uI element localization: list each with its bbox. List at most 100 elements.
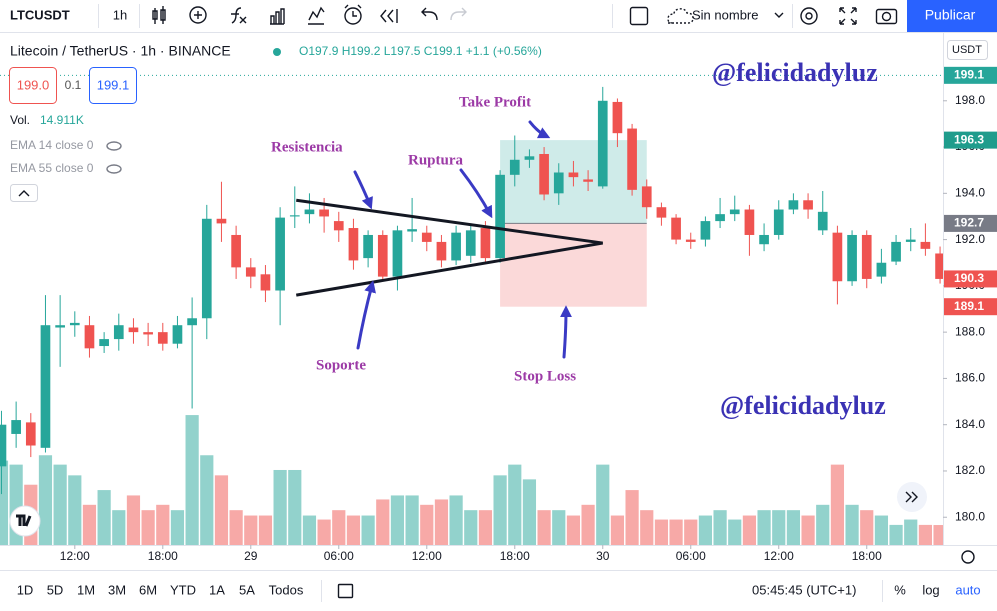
replay-icon[interactable] xyxy=(380,9,398,23)
currency-button[interactable] xyxy=(947,40,988,60)
volume-bar xyxy=(816,504,830,545)
range-button[interactable]: YTD xyxy=(170,582,196,597)
price-tag-label: 199.1 xyxy=(954,68,984,82)
volume-bar xyxy=(420,504,434,545)
sell-button[interactable] xyxy=(9,67,57,104)
candle-body xyxy=(539,153,549,195)
range-button[interactable]: 1A xyxy=(209,582,225,597)
trend-line xyxy=(295,241,604,297)
candle-body xyxy=(333,221,344,231)
indicator-icon[interactable] xyxy=(189,6,207,24)
resistance-label: Resistencia xyxy=(271,139,343,155)
range-button[interactable]: 5D xyxy=(47,582,64,597)
alert-icon[interactable] xyxy=(344,7,362,25)
publish-button[interactable] xyxy=(907,0,997,32)
interval[interactable]: 1h xyxy=(113,7,127,22)
candle-body xyxy=(861,234,872,279)
price-tag-label: 192.7 xyxy=(954,216,984,230)
volume-bar xyxy=(317,519,331,545)
buy-button[interactable] xyxy=(89,67,137,104)
price-tag xyxy=(944,214,997,232)
volume-bar xyxy=(361,515,375,545)
publish-label[interactable]: Publicar xyxy=(925,7,976,23)
auto-toggle[interactable]: auto xyxy=(955,582,980,597)
trendline-layer xyxy=(0,74,943,297)
volume-bar xyxy=(376,499,390,545)
stop-loss-zone xyxy=(500,223,647,307)
candle-body xyxy=(245,267,256,277)
top-toolbar: LTCUSDT 1h Sin nombre Publicar xyxy=(0,0,997,33)
log-toggle[interactable]: log xyxy=(922,582,939,597)
volume-bar xyxy=(112,510,126,545)
templates-icon[interactable] xyxy=(308,6,325,25)
percent-toggle[interactable]: % xyxy=(894,582,906,597)
symbol[interactable]: LTCUSDT xyxy=(10,7,70,22)
volume-name: Vol. xyxy=(10,113,30,127)
range-button[interactable]: 3M xyxy=(108,582,126,597)
candle-body xyxy=(524,156,535,160)
volume-bar xyxy=(904,519,918,545)
x-tick-label: 29 xyxy=(244,549,258,563)
volume-bar xyxy=(478,510,493,545)
hide-icon[interactable] xyxy=(106,141,122,151)
y-tick-label: 184.0 xyxy=(955,417,985,431)
range-button[interactable]: 6M xyxy=(139,582,157,597)
candle-body xyxy=(157,332,168,344)
range-button[interactable]: 5A xyxy=(239,582,255,597)
redo-icon[interactable] xyxy=(450,7,467,21)
lens xyxy=(881,11,892,22)
candle-body xyxy=(143,332,153,335)
date-range-icon[interactable] xyxy=(337,583,354,599)
volume-bar xyxy=(0,460,9,545)
volume-bar xyxy=(332,510,346,545)
volume-bar xyxy=(845,504,859,545)
clock[interactable]: 05:45:45 (UTC+1) xyxy=(752,582,856,597)
currency[interactable]: USDT xyxy=(952,44,982,56)
snapshot-icon[interactable] xyxy=(875,8,898,25)
ask[interactable]: 199.1 xyxy=(97,77,130,92)
candle-body xyxy=(597,100,608,187)
collapse-button[interactable] xyxy=(10,184,38,202)
dropdown-icon[interactable] xyxy=(774,12,784,18)
chart-type-icon[interactable] xyxy=(152,6,166,24)
volume-bar xyxy=(449,495,463,545)
compare-icon[interactable] xyxy=(270,8,285,25)
volume-bar xyxy=(258,515,273,545)
volume-bar xyxy=(772,510,786,545)
scroll-button[interactable] xyxy=(897,482,927,512)
volume-bar xyxy=(214,475,229,545)
volume-bar xyxy=(552,510,566,545)
volume-bar xyxy=(713,510,727,545)
volume-bar xyxy=(918,524,933,545)
bid[interactable]: 199.0 xyxy=(17,77,50,92)
volume-bar xyxy=(786,510,801,545)
x-tick-label: 12:00 xyxy=(60,549,90,563)
fx-icon[interactable] xyxy=(231,7,247,24)
candle-body xyxy=(201,218,212,319)
layout-name[interactable]: Sin nombre xyxy=(692,7,758,22)
candle-body xyxy=(128,327,139,333)
y-tick-label: 180.0 xyxy=(955,509,985,523)
fullscreen-icon[interactable] xyxy=(839,7,857,25)
annotations: Take Profit Resistencia Ruptura Soporte … xyxy=(271,58,886,420)
volume-bar xyxy=(200,455,214,545)
logo-mark xyxy=(16,514,32,527)
candle-body xyxy=(583,179,593,182)
alert-hands xyxy=(344,4,362,17)
hide-icon[interactable] xyxy=(106,164,122,174)
candle-body xyxy=(421,232,432,242)
range-button[interactable]: 1M xyxy=(77,582,95,597)
settings-icon[interactable] xyxy=(961,550,975,564)
undo-icon[interactable] xyxy=(421,7,438,21)
settings-icon[interactable] xyxy=(800,7,818,25)
plus xyxy=(194,11,202,19)
range-button[interactable]: 1D xyxy=(17,582,34,597)
candle-body xyxy=(0,424,7,467)
volume-bar xyxy=(464,510,478,545)
volume-bar xyxy=(537,510,551,545)
range-button[interactable]: Todos xyxy=(269,582,304,597)
volume-bar xyxy=(82,504,97,545)
layout-icon[interactable] xyxy=(629,6,649,26)
candle-body xyxy=(920,241,931,249)
